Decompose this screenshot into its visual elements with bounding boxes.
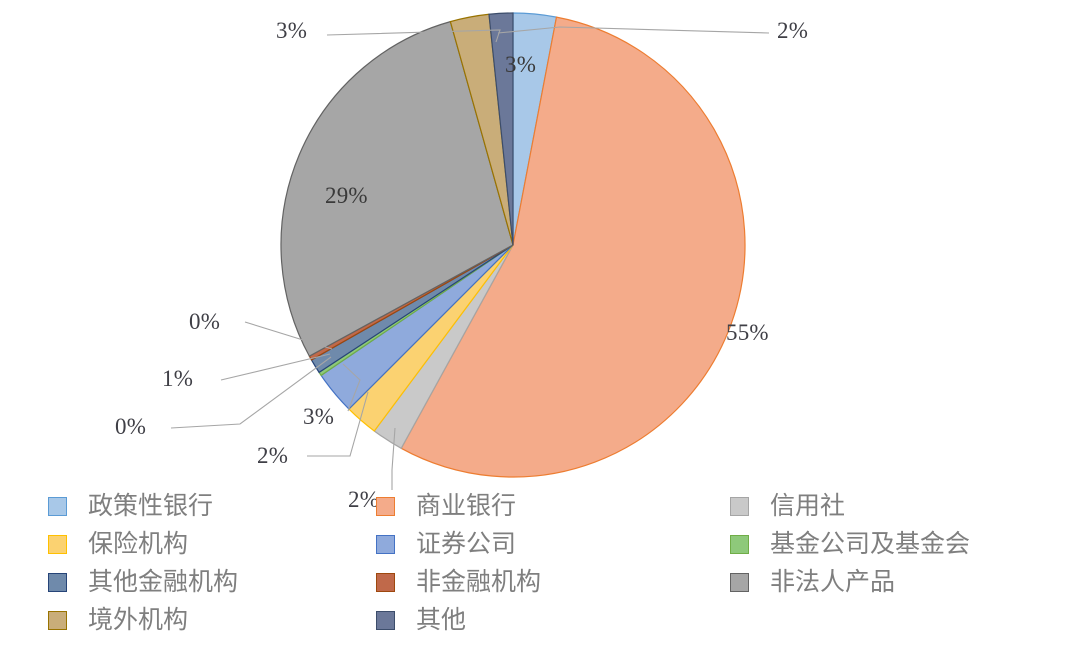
leader-line [244, 321, 333, 350]
legend-swatch-overseas [48, 610, 67, 630]
pie-slice[interactable] [488, 12, 514, 246]
leader-line [307, 391, 369, 457]
leader-line [326, 29, 501, 43]
pie-slice[interactable] [400, 16, 746, 478]
legend-item-overseas[interactable]: 境外机构 [0, 601, 360, 639]
pie-svg [170, 12, 770, 490]
legend-swatch-commercial-bank [376, 496, 395, 516]
leader-line [391, 427, 396, 490]
data-label-fund: 0% [189, 309, 221, 334]
legend-spacer [720, 601, 1072, 639]
legend-label-non-legal-product: 非法人产品 [770, 567, 896, 596]
legend-swatch-policy-bank [48, 496, 67, 516]
legend-row: 其他金融机构 非金融机构 非法人产品 [0, 563, 1080, 601]
pie-slices-group [280, 12, 746, 478]
legend-item-non-financial[interactable]: 非金融机构 [360, 563, 720, 601]
legend-item-policy-bank[interactable]: 政策性银行 [0, 487, 360, 525]
legend-label-credit-union: 信用社 [770, 491, 846, 520]
legend-label-fund: 基金公司及基金会 [770, 529, 971, 558]
legend-row: 保险机构 证券公司 基金公司及基金会 [0, 525, 1080, 563]
data-label-credit-union: 2% [348, 487, 380, 512]
data-label-policy-bank: 3% [505, 52, 537, 77]
legend-swatch-non-legal-product [730, 572, 749, 592]
legend-swatch-insurance [48, 534, 67, 554]
legend-label-securities: 证券公司 [416, 529, 517, 558]
legend-item-securities[interactable]: 证券公司 [360, 525, 720, 563]
legend-swatch-non-financial [376, 572, 395, 592]
legend-swatch-credit-union [730, 496, 749, 516]
pie-plot-area: 3% 2% 3% 55% 29% 0% 1% 0% 3% 2% 2% [115, 12, 809, 512]
legend-swatch-other [376, 610, 395, 630]
leader-line [497, 26, 770, 34]
data-label-insurance: 2% [257, 443, 289, 468]
legend-label-other-financial: 其他金融机构 [88, 567, 239, 596]
legend-item-non-legal-product[interactable]: 非法人产品 [720, 563, 1072, 601]
data-label-non-financial: 0% [115, 414, 147, 439]
legend-label-commercial-bank: 商业银行 [416, 491, 517, 520]
data-label-overseas: 3% [276, 18, 308, 43]
leader-line [220, 353, 331, 381]
data-label-commercial-bank: 55% [726, 320, 769, 345]
leader-line [342, 363, 361, 412]
legend-item-fund[interactable]: 基金公司及基金会 [720, 525, 1072, 563]
legend-swatch-fund [730, 534, 749, 554]
pie-slice[interactable] [280, 20, 514, 357]
legend-item-insurance[interactable]: 保险机构 [0, 525, 360, 563]
legend-row: 政策性银行 商业银行 信用社 [0, 487, 1080, 525]
data-label-other-financial: 1% [162, 366, 194, 391]
legend-label-policy-bank: 政策性银行 [88, 491, 214, 520]
legend-swatch-securities [376, 534, 395, 554]
legend-swatch-other-financial [48, 572, 67, 592]
data-label-securities: 3% [303, 404, 335, 429]
data-label-other: 2% [777, 18, 809, 43]
data-label-non-legal-product: 29% [325, 183, 368, 208]
legend-row: 境外机构 其他 [0, 601, 1080, 639]
leader-lines-group [170, 26, 770, 490]
legend-item-other-financial[interactable]: 其他金融机构 [0, 563, 360, 601]
legend-label-non-financial: 非金融机构 [416, 567, 542, 596]
legend-item-other[interactable]: 其他 [360, 601, 720, 639]
chart-legend: 政策性银行 商业银行 信用社保险机构 证券公司 基金公司及基金会其他金融机构 非金融机构 非… [0, 487, 1080, 647]
legend-item-credit-union[interactable]: 信用社 [720, 487, 1072, 525]
leader-line [170, 356, 332, 429]
legend-item-commercial-bank[interactable]: 商业银行 [360, 487, 720, 525]
legend-label-overseas: 境外机构 [88, 605, 189, 634]
legend-label-insurance: 保险机构 [88, 529, 189, 558]
legend-label-other: 其他 [416, 605, 467, 634]
